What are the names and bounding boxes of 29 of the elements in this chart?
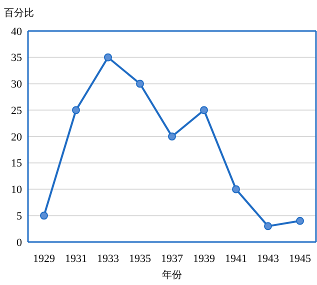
x-tick-label: 1933	[97, 253, 120, 265]
y-tick-label: 20	[11, 131, 22, 144]
x-tick-label: 1941	[225, 253, 247, 265]
y-tick-label: 35	[11, 52, 22, 64]
point	[40, 212, 48, 220]
point	[296, 216, 304, 225]
x-axis-title: 年份	[162, 269, 182, 281]
y-tick-label: 5	[16, 210, 22, 222]
x-tick-label: 1929	[33, 253, 56, 265]
point	[72, 106, 80, 114]
point	[136, 80, 144, 88]
y-tick-label: 30	[11, 78, 22, 91]
point	[200, 106, 208, 114]
y-tick-label: 0	[16, 236, 22, 249]
point	[168, 132, 176, 140]
point	[104, 53, 112, 62]
y-axis-title: 百分比	[4, 7, 34, 19]
y-tick-label: 40	[11, 26, 22, 38]
x-tick-label: 1931	[65, 253, 87, 265]
point	[264, 222, 272, 230]
point	[232, 185, 240, 194]
x-tick-label: 1935	[129, 253, 152, 265]
y-tick-label: 10	[11, 184, 22, 196]
x-tick-label: 1939	[193, 253, 216, 265]
x-tick-label: 1937	[161, 253, 184, 265]
y-tick-label: 25	[11, 104, 22, 117]
x-tick-label: 1943	[257, 253, 280, 265]
x-tick-label: 1945	[289, 253, 312, 265]
y-tick-label: 15	[11, 158, 22, 170]
